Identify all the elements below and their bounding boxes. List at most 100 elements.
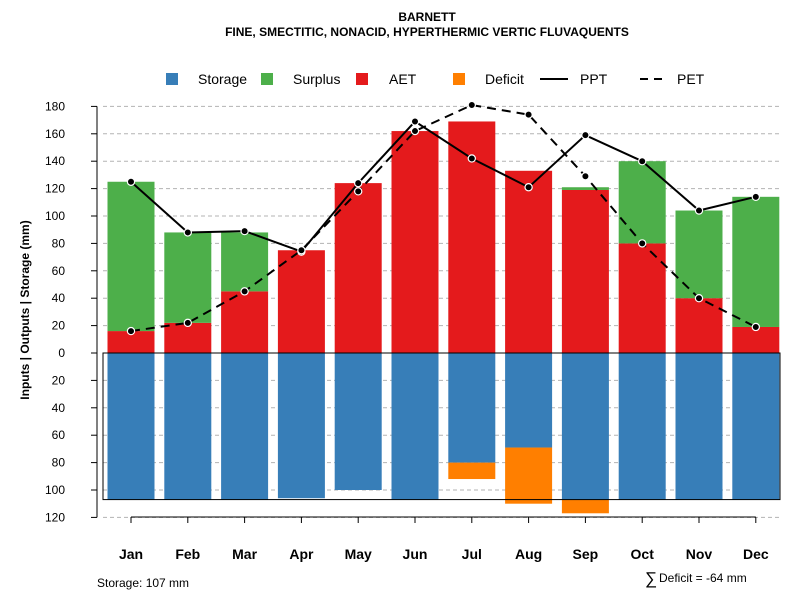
ppt-point — [524, 183, 533, 192]
ppt-point — [354, 178, 363, 188]
surplus-bar — [221, 232, 269, 292]
x-tick-label: Apr — [289, 546, 314, 562]
storage-bar — [505, 353, 553, 448]
x-tick-label: May — [345, 546, 372, 562]
storage-bar — [391, 353, 439, 500]
storage-bar — [448, 353, 496, 463]
x-tick-label: Aug — [515, 546, 542, 562]
y-tick-label: 140 — [45, 154, 65, 168]
x-tick-label: Dec — [743, 546, 769, 562]
y-tick-label: 20 — [52, 373, 66, 387]
aet-bar — [107, 331, 155, 353]
y-tick-label: 100 — [45, 483, 65, 497]
y-tick-label: 120 — [45, 510, 65, 524]
deficit-bar — [505, 447, 553, 504]
storage-bar — [732, 353, 780, 500]
storage-bar — [675, 353, 723, 500]
x-tick-label: Oct — [631, 546, 655, 562]
aet-bar — [164, 322, 212, 353]
aet-bar — [505, 170, 553, 353]
y-tick-label: 60 — [52, 428, 66, 442]
legend-swatch-storage — [166, 73, 178, 85]
storage-bar — [107, 353, 155, 500]
storage-bar — [334, 353, 382, 490]
legend-label-surplus: Surplus — [293, 71, 340, 87]
ppt-point — [581, 130, 590, 140]
aet-bar — [561, 189, 609, 353]
x-tick-label: Sep — [573, 546, 599, 562]
aet-bar — [732, 326, 780, 353]
legend-swatch-surplus — [261, 73, 273, 85]
legend-label-deficit: Deficit — [485, 71, 524, 87]
storage-footnote: Storage: 107 mm — [97, 576, 189, 590]
y-tick-label: 160 — [45, 127, 65, 141]
x-tick-label: Jul — [462, 546, 482, 562]
chart-title: BARNETT — [398, 10, 456, 24]
pet-line — [130, 103, 757, 333]
ppt-line — [130, 120, 757, 253]
y-tick-label: 120 — [45, 182, 65, 196]
pet-point — [297, 246, 306, 255]
legend-swatch-deficit — [453, 73, 465, 85]
ppt-point — [751, 192, 761, 202]
pet-point — [126, 326, 136, 336]
surplus-bar — [164, 232, 212, 323]
pet-point — [751, 322, 761, 332]
deficit-bar — [561, 499, 609, 514]
legend-label-aet: AET — [389, 71, 417, 87]
y-tick-label: 60 — [52, 264, 66, 278]
pet-point — [694, 294, 704, 303]
lines — [126, 100, 761, 336]
y-tick-label: 40 — [52, 291, 66, 305]
chart-subtitle: FINE, SMECTITIC, NONACID, HYPERTHERMIC V… — [225, 25, 629, 39]
surplus-bar — [675, 210, 723, 299]
y-axis-label: Inputs | Outputs | Storage (mm) — [18, 220, 32, 399]
ppt-point — [126, 177, 136, 186]
legend-swatch-aet — [356, 73, 368, 85]
ppt-point — [467, 154, 476, 163]
storage-bar — [561, 353, 609, 500]
storage-bar — [277, 353, 325, 499]
aet-bar — [675, 298, 723, 353]
y-tick-label: 40 — [52, 401, 66, 415]
y-tick-label: 180 — [45, 99, 65, 113]
aet-bar — [618, 243, 666, 353]
pet-point — [354, 187, 363, 196]
ppt-point — [694, 206, 704, 215]
y-tick-label: 80 — [52, 456, 66, 470]
pet-point — [410, 126, 420, 136]
aet-bar — [277, 250, 325, 353]
aet-bar — [334, 183, 382, 353]
axes: 180 160 140 120 100 80 60 40 20 0 20 40 60 80 100 120 Ja… — [45, 99, 780, 562]
deficit-bar — [448, 462, 496, 480]
y-tick-label: 80 — [52, 236, 66, 250]
surplus-bar — [732, 196, 780, 327]
pet-point — [581, 172, 590, 181]
pet-point — [240, 287, 249, 296]
surplus-bar — [618, 161, 666, 244]
storage-bar — [164, 353, 212, 500]
x-tick-label: Jan — [119, 546, 143, 562]
storage-bar — [221, 353, 269, 500]
ppt-point — [638, 156, 647, 166]
surplus-bar — [561, 187, 609, 190]
legend-label-ppt: PPT — [580, 71, 608, 87]
bars — [102, 121, 781, 514]
x-tick-label: Nov — [686, 546, 713, 562]
pet-point — [183, 318, 192, 328]
y-tick-label: 100 — [45, 209, 65, 223]
deficit-footnote: Deficit = -64 mm — [659, 571, 747, 585]
ppt-point — [410, 117, 420, 126]
x-tick-label: Jun — [403, 546, 428, 562]
pet-point — [638, 239, 647, 248]
aet-bar — [221, 291, 269, 353]
storage-bar — [618, 353, 666, 500]
x-tick-label: Feb — [175, 546, 200, 562]
legend-label-pet: PET — [677, 71, 705, 87]
ppt-point — [183, 228, 192, 237]
y-tick-label: 0 — [58, 346, 65, 360]
surplus-bar — [107, 181, 155, 332]
ppt-point — [240, 226, 249, 236]
pet-point — [467, 100, 476, 110]
